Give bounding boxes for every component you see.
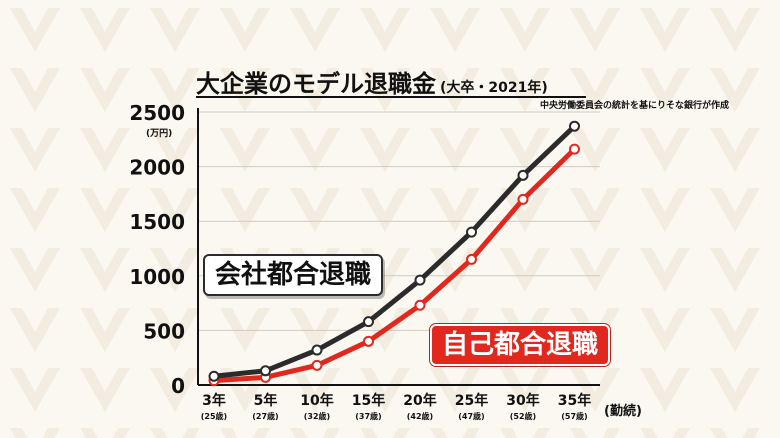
y-tick-label: 0 <box>171 374 185 398</box>
x-tick-label: 5年 <box>254 392 278 409</box>
y-tick-label: 1000 <box>129 265 185 289</box>
data-point-self <box>311 359 323 371</box>
x-tick-sublabel: (47歳) <box>458 411 484 421</box>
series-line-self <box>211 146 577 384</box>
data-point-self <box>517 193 529 205</box>
chart-title: 大企業のモデル退職金 <box>196 70 436 98</box>
y-tick-label: 500 <box>143 319 185 343</box>
x-tick-sublabel: (32歳) <box>304 411 330 421</box>
chart-subtitle: (大卒・2021年) <box>440 80 548 96</box>
title-underline <box>196 96 586 98</box>
y-tick-label: 1500 <box>129 210 185 234</box>
x-tick-sublabel: (42歳) <box>407 411 433 421</box>
x-tick-sublabel: (57歳) <box>561 411 587 421</box>
x-tick-sublabel: (25歳) <box>201 411 227 421</box>
data-point-company <box>208 370 220 382</box>
x-tick-label: 35年 <box>558 392 591 409</box>
data-point-self <box>569 143 580 155</box>
data-point-company <box>466 226 477 238</box>
series-line-company <box>211 123 577 379</box>
data-point-company <box>363 316 374 328</box>
x-tick-label: 25年 <box>455 392 488 409</box>
x-tick-label: 3年 <box>202 392 226 409</box>
data-point-company <box>260 365 271 377</box>
x-tick-label: 15年 <box>352 392 385 409</box>
source-note: 中央労働委員会の統計を基にりそな銀行が作成 <box>540 101 730 111</box>
y-axis-unit: (万円) <box>146 129 173 139</box>
data-point-self <box>363 335 374 347</box>
data-point-company <box>311 344 323 356</box>
chart-title-group: 大企業のモデル退職金 (大卒・2021年) <box>196 64 548 98</box>
x-axis-unit: (勤続) <box>604 404 642 419</box>
x-tick-sublabel: (52歳) <box>510 411 536 421</box>
x-tick-sublabel: (27歳) <box>252 411 278 421</box>
x-tick-label: 10年 <box>300 392 333 409</box>
data-point-company <box>517 169 529 181</box>
data-point-self <box>466 253 477 265</box>
data-point-company <box>569 120 580 132</box>
legend-company-label: 会社都合退職 <box>203 254 384 296</box>
x-tick-label: 30年 <box>506 392 539 409</box>
x-tick-sublabel: (37歳) <box>355 411 381 421</box>
data-point-company <box>414 274 426 286</box>
y-tick-label: 2000 <box>129 156 185 180</box>
legend-self-label: 自己都合退職 <box>430 324 611 366</box>
x-tick-label: 20年 <box>403 392 436 409</box>
data-point-self <box>414 299 426 311</box>
y-tick-label: 2500 <box>129 101 185 125</box>
